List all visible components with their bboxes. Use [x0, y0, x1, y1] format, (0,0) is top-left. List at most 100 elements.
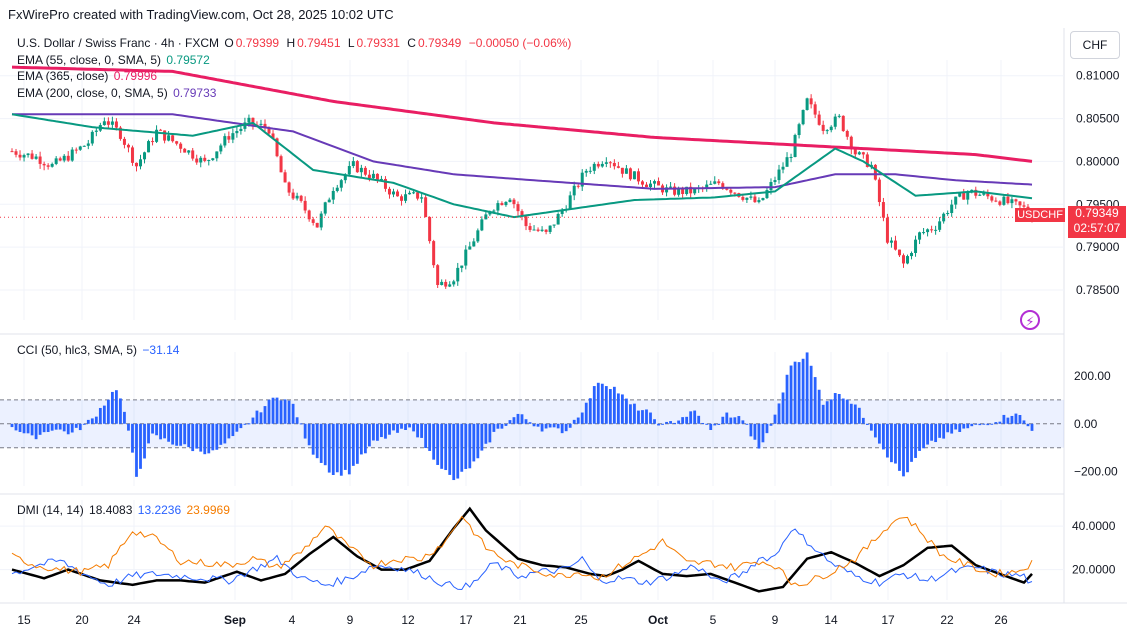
cci-bar [841, 398, 845, 424]
cci-bar [171, 423, 175, 445]
candle-body [644, 184, 648, 188]
cci-bar [954, 423, 958, 430]
cci-bar [761, 423, 765, 443]
cci-bar [898, 423, 901, 471]
candle-body [636, 171, 640, 182]
cci-bar [669, 421, 672, 424]
candle-body [998, 201, 1002, 205]
cci-bar [576, 417, 580, 424]
time-tick-label: 17 [881, 613, 895, 627]
candle-body [773, 180, 777, 183]
cci-bar [934, 423, 938, 443]
last-price-tag: 0.79349 02:57:07 [1068, 206, 1126, 238]
dmi-legend[interactable]: DMI (14, 14) 18.4083 13.2236 23.9969 [17, 503, 230, 517]
cci-bar [66, 423, 70, 435]
candle-body [600, 163, 604, 167]
ohlc-close: C 0.79349 [407, 36, 462, 50]
cci-tick-label: 200.00 [1074, 369, 1111, 383]
candle-body [287, 182, 291, 193]
candle-body [130, 147, 134, 163]
cci-bar [34, 423, 38, 440]
candle-body [86, 143, 90, 146]
candle-body [725, 188, 729, 190]
cci-bar [392, 423, 395, 431]
candle-body [520, 211, 524, 217]
cci-bar [119, 398, 122, 424]
cci-bar [705, 423, 709, 425]
candle-body [958, 192, 962, 197]
candle-body [733, 192, 737, 194]
candle-body [873, 164, 877, 180]
cci-bar [966, 423, 970, 429]
candle-body [1018, 201, 1022, 206]
cci-bar [299, 423, 303, 425]
bar-countdown: 02:57:07 [1073, 221, 1121, 235]
candle-body [588, 170, 592, 172]
cci-bar [14, 423, 18, 431]
cci-bar [829, 399, 833, 424]
candle-body [235, 130, 239, 134]
cci-bar [701, 422, 705, 424]
cci-bar [649, 412, 652, 424]
candle-body [608, 162, 612, 164]
cci-legend[interactable]: CCI (50, hlc3, SMA, 5) −31.14 [17, 343, 180, 357]
cci-bar [388, 423, 391, 435]
symbol-title[interactable]: U.S. Dollar / Swiss Franc · 4h · FXCM [17, 36, 220, 50]
cci-bar [681, 417, 685, 424]
ema365-legend[interactable]: EMA (365, close) 0.79996 [17, 69, 158, 83]
cci-bar [1022, 420, 1026, 424]
candle-body [134, 162, 138, 167]
cci-bar [424, 423, 428, 449]
currency-button[interactable]: CHF [1070, 31, 1120, 59]
cci-bar [175, 423, 179, 446]
candle-body [456, 267, 460, 282]
time-tick-label: 5 [710, 613, 717, 627]
time-tick-label: 26 [994, 613, 1008, 627]
cci-bar [608, 389, 612, 424]
cci-bar [219, 423, 223, 445]
candle-body [267, 128, 271, 134]
cci-bar [902, 423, 905, 477]
cci-bar [1002, 414, 1006, 424]
cci-bar [741, 420, 745, 424]
cci-bar [227, 423, 231, 439]
cci-bar [368, 423, 371, 447]
cci-bar [765, 423, 769, 434]
cci-bar [231, 423, 235, 437]
cci-bar [914, 423, 917, 458]
adx-line [11, 506, 1033, 593]
candle-body [436, 265, 440, 286]
cci-bar [484, 423, 488, 444]
candle-body [38, 156, 42, 164]
cci-bar [520, 414, 524, 424]
candle-body [604, 162, 608, 164]
cci-bar [311, 423, 315, 455]
ema200-legend[interactable]: EMA (200, close, 0, SMA, 5) 0.79733 [17, 86, 217, 100]
cci-bar [833, 393, 837, 424]
candle-body [106, 121, 110, 125]
cci-bar [163, 423, 166, 439]
cci-bar [713, 423, 717, 426]
cci-bar [717, 423, 721, 425]
candle-body [572, 185, 576, 196]
candle-body [837, 115, 841, 117]
cci-bar [797, 362, 801, 424]
candle-body [813, 104, 817, 115]
cci-bar [657, 423, 660, 426]
candle-body [279, 156, 283, 173]
cci-bar [110, 391, 114, 424]
candle-body [761, 198, 765, 201]
candle-body [367, 174, 371, 179]
cci-bar [86, 419, 90, 424]
candle-body [14, 151, 18, 155]
candle-body [669, 186, 673, 188]
cci-bar [351, 423, 355, 466]
cci-bar [287, 400, 291, 424]
lightning-icon[interactable]: ⚡ [1020, 310, 1040, 330]
candle-body [616, 166, 620, 168]
candle-body [1002, 196, 1006, 205]
candle-body [624, 168, 628, 174]
candle-body [211, 158, 215, 161]
ema55-legend[interactable]: EMA (55, close, 0, SMA, 5) 0.79572 [17, 53, 210, 67]
